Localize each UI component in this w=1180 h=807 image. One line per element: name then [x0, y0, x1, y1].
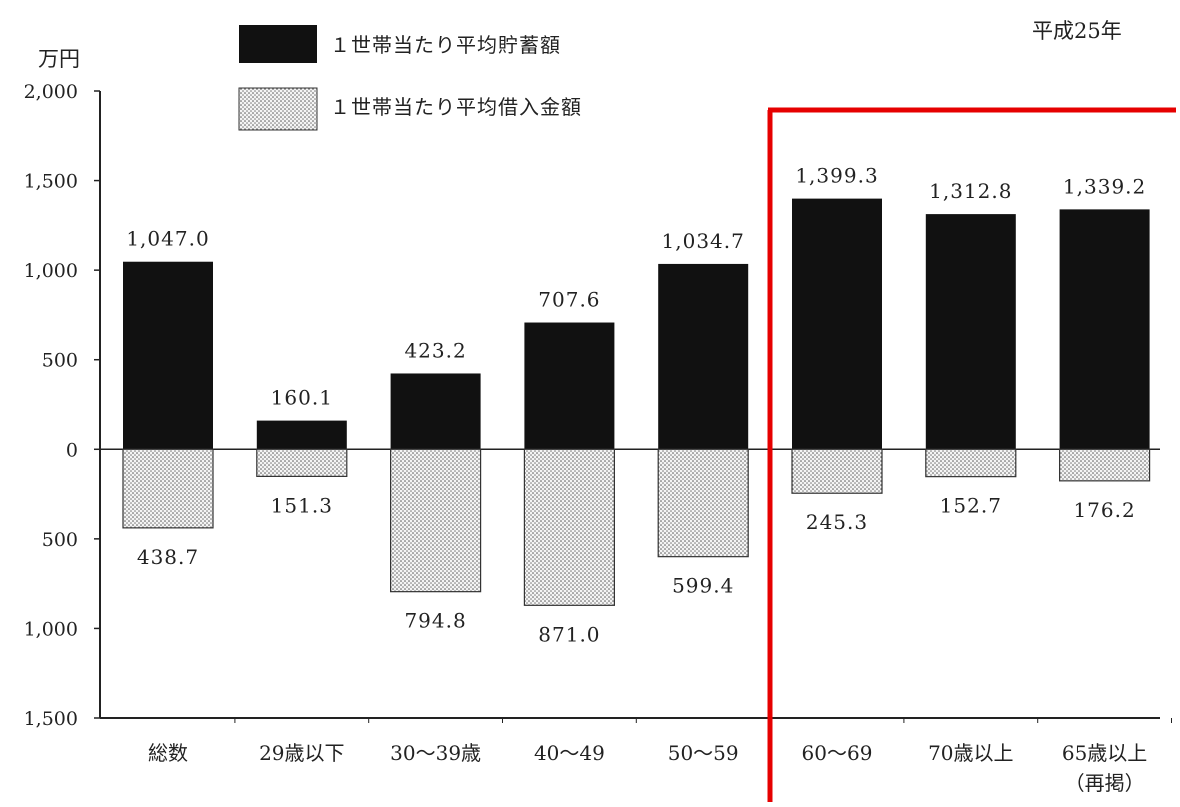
data-label-savings: 160.1 — [271, 386, 333, 410]
data-label-savings: 1,399.3 — [795, 164, 878, 188]
y-tick-label: 1,000 — [24, 260, 78, 282]
bar-savings — [658, 263, 749, 450]
y-tick-label: 1,500 — [24, 171, 78, 193]
category-label: 50～59 — [668, 741, 739, 765]
y-tick-label: 500 — [42, 350, 78, 372]
bar-borrowing — [122, 448, 214, 529]
bar-savings — [925, 214, 1016, 450]
y-tick-label: 1,000 — [24, 618, 78, 640]
bar-borrowing — [256, 448, 348, 477]
data-label-borrowing: 599.4 — [672, 574, 734, 598]
data-label-borrowing: 794.8 — [404, 609, 466, 633]
bar-borrowing — [925, 448, 1017, 478]
y-tick-label: 2,000 — [24, 81, 78, 103]
y-tick-label: 0 — [66, 439, 78, 461]
bar-savings — [256, 420, 347, 450]
bar-borrowing — [657, 448, 749, 558]
year-label: 平成25年 — [1032, 19, 1122, 43]
category-label: 総数 — [148, 741, 188, 765]
bar-borrowing — [1058, 448, 1151, 482]
legend-swatch-savings — [239, 25, 317, 63]
category-label: 29歳以下 — [259, 741, 344, 765]
category-label: 30～39歳 — [390, 741, 481, 765]
bar-borrowing — [390, 448, 482, 593]
bar-borrowing — [791, 448, 883, 494]
data-label-savings: 1,034.7 — [662, 229, 745, 253]
bar-savings — [792, 198, 882, 450]
data-label-savings: 1,339.2 — [1063, 174, 1146, 198]
legend-label-borrowing: １世帯当たり平均借入金額 — [330, 95, 582, 119]
y-axis-unit-label: 万円 — [38, 47, 80, 71]
data-label-savings: 707.6 — [538, 288, 600, 312]
data-label-borrowing: 438.7 — [137, 545, 199, 569]
data-label-borrowing: 176.2 — [1073, 498, 1135, 522]
bar-savings — [1059, 209, 1150, 450]
bar-savings — [123, 261, 213, 450]
bar-borrowing — [523, 448, 616, 606]
data-label-borrowing: 871.0 — [538, 622, 600, 646]
bar-savings — [524, 322, 615, 450]
legend-swatch-borrowing — [238, 87, 318, 131]
y-tick-label: 1,500 — [24, 708, 78, 730]
category-label: 60～69 — [802, 741, 873, 765]
category-label: 70歳以上 — [928, 741, 1013, 765]
category-sublabel: （再掲） — [1065, 771, 1145, 795]
data-label-savings: 423.2 — [404, 338, 466, 362]
legend: １世帯当たり平均貯蓄額 １世帯当たり平均借入金額 — [238, 25, 582, 131]
y-tick-label: 500 — [42, 529, 78, 551]
category-label: 65歳以上 — [1062, 741, 1147, 765]
data-label-borrowing: 152.7 — [940, 494, 1002, 518]
legend-label-savings: １世帯当たり平均貯蓄額 — [330, 33, 561, 57]
data-label-borrowing: 245.3 — [806, 510, 868, 534]
data-label-savings: 1,047.0 — [126, 227, 209, 251]
data-label-borrowing: 151.3 — [271, 493, 333, 517]
category-label: 40～49 — [534, 741, 605, 765]
data-label-savings: 1,312.8 — [929, 179, 1012, 203]
bar-savings — [390, 373, 481, 450]
